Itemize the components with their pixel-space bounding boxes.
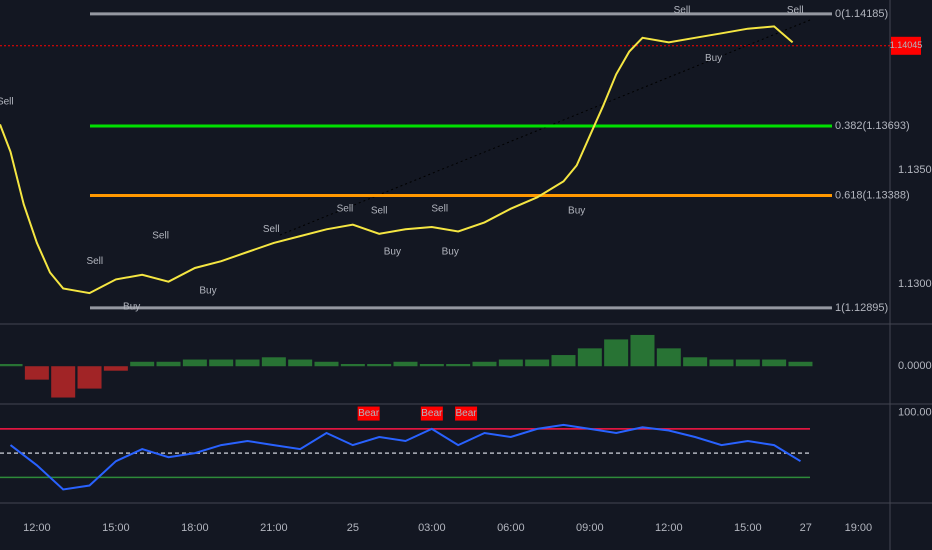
x-tick-label: 25 bbox=[347, 522, 359, 534]
histogram-bar bbox=[24, 366, 49, 380]
signal-label: Bear bbox=[358, 408, 380, 419]
fib-label: 0(1.14185) bbox=[835, 8, 888, 20]
histogram-bar bbox=[367, 364, 392, 367]
signal-label: Sell bbox=[787, 5, 804, 16]
fib-label: 0.618(1.13388) bbox=[835, 189, 910, 201]
x-tick-label: 21:00 bbox=[260, 522, 288, 534]
histogram-bar bbox=[762, 359, 787, 367]
histogram-bar bbox=[288, 359, 313, 367]
histogram-bar bbox=[182, 359, 207, 367]
signal-label: Sell bbox=[0, 96, 14, 107]
histogram-bar bbox=[656, 348, 681, 367]
x-tick-label: 15:00 bbox=[102, 522, 130, 534]
x-tick-label: 03:00 bbox=[418, 522, 446, 534]
histogram-bar bbox=[577, 348, 602, 367]
histogram-bar bbox=[446, 364, 471, 367]
x-tick-label: 12:00 bbox=[655, 522, 683, 534]
histogram-bar bbox=[630, 334, 655, 367]
signal-label: Buy bbox=[705, 53, 722, 64]
signal-label: Sell bbox=[263, 224, 280, 235]
histogram-bar bbox=[209, 359, 234, 367]
histogram-bar bbox=[683, 357, 708, 367]
signal-label: Sell bbox=[674, 5, 691, 16]
fib-label: 0.382(1.13693) bbox=[835, 120, 910, 132]
y-tick-label: 0.0000 bbox=[898, 360, 932, 372]
histogram-bar bbox=[551, 355, 576, 367]
signal-label: Buy bbox=[199, 285, 216, 296]
price-box bbox=[891, 36, 921, 55]
signal-box bbox=[357, 406, 380, 421]
signal-label: Bear bbox=[421, 408, 443, 419]
histogram-bar bbox=[393, 361, 418, 367]
histogram-bar bbox=[340, 364, 365, 367]
x-tick-label: 15:00 bbox=[734, 522, 762, 534]
signal-label: Buy bbox=[384, 247, 401, 258]
signal-box bbox=[455, 406, 478, 421]
histogram-bar bbox=[604, 339, 629, 367]
histogram-bar bbox=[51, 366, 76, 398]
histogram-bar bbox=[419, 364, 444, 367]
histogram-bar bbox=[472, 361, 497, 367]
x-tick-label: 09:00 bbox=[576, 522, 604, 534]
x-tick-label: 18:00 bbox=[181, 522, 209, 534]
x-tick-label: 27 bbox=[800, 522, 812, 534]
histogram-bar bbox=[498, 359, 523, 367]
signal-box bbox=[420, 406, 443, 421]
signal-label: Buy bbox=[123, 301, 140, 312]
signal-label: Sell bbox=[431, 203, 448, 214]
y-tick-label: 1.13500 bbox=[898, 164, 932, 176]
histogram-bar bbox=[314, 361, 339, 367]
histogram-bar bbox=[735, 359, 760, 367]
signal-label: Buy bbox=[442, 247, 459, 258]
fib-label: 1(1.12895) bbox=[835, 302, 888, 314]
x-tick-label: 06:00 bbox=[497, 522, 525, 534]
histogram-bar bbox=[103, 366, 128, 371]
signal-label: Sell bbox=[337, 203, 354, 214]
histogram-bar bbox=[788, 361, 813, 367]
y-tick-label: 100.0000 bbox=[898, 407, 932, 419]
price-label: 1.14045 bbox=[890, 40, 923, 50]
signal-label: Bear bbox=[456, 408, 478, 419]
signal-label: Sell bbox=[86, 256, 103, 267]
signal-label: Buy bbox=[568, 206, 585, 217]
histogram-bar bbox=[261, 357, 286, 367]
series-line bbox=[0, 25, 794, 295]
x-tick-label: 19:00 bbox=[845, 522, 873, 534]
histogram-bar bbox=[235, 359, 260, 367]
y-tick-label: 1.13000 bbox=[898, 278, 932, 290]
histogram-bar bbox=[156, 361, 181, 367]
series-line bbox=[9, 423, 802, 491]
histogram-bar bbox=[0, 364, 23, 367]
signal-label: Sell bbox=[371, 206, 388, 217]
x-tick-label: 12:00 bbox=[23, 522, 51, 534]
signal-label: Sell bbox=[152, 231, 169, 242]
histogram-bar bbox=[525, 359, 550, 367]
histogram-bar bbox=[77, 366, 102, 389]
histogram-bar bbox=[709, 359, 734, 367]
histogram-bar bbox=[130, 361, 155, 367]
